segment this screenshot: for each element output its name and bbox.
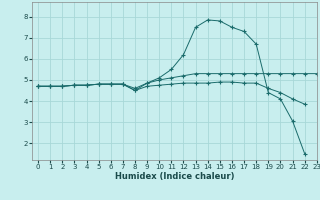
X-axis label: Humidex (Indice chaleur): Humidex (Indice chaleur) (115, 172, 234, 181)
